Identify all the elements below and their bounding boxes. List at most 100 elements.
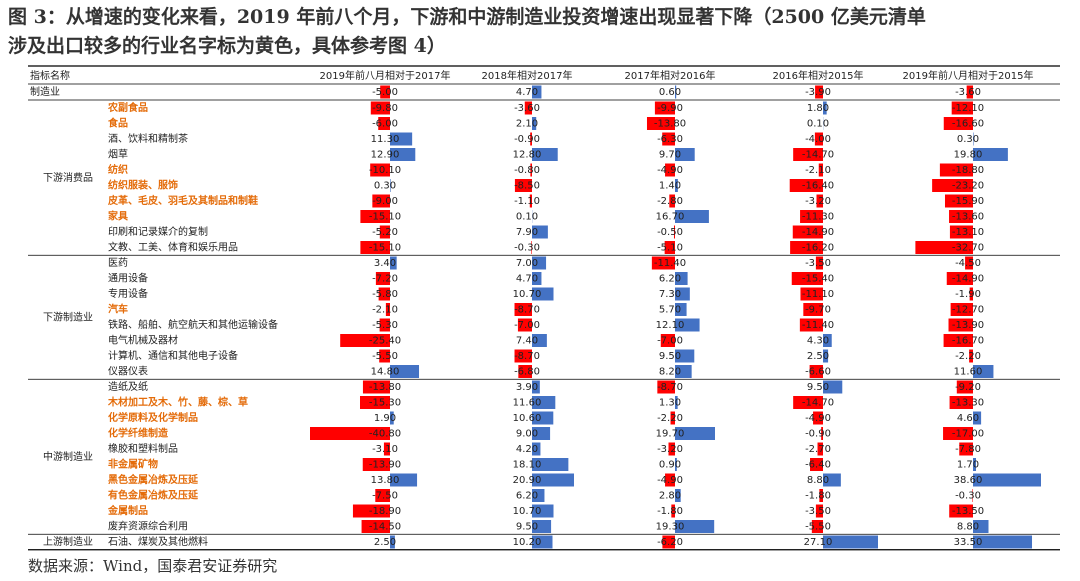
data-bar <box>668 442 675 456</box>
value-cell: -3.60 <box>955 87 981 98</box>
value-cell: 7.00 <box>516 258 538 269</box>
data-bar <box>823 334 832 347</box>
value-cell: 10.20 <box>513 537 542 548</box>
value-cell: -9.80 <box>372 103 398 114</box>
value-cell: -7.80 <box>955 444 981 455</box>
data-bar <box>390 535 395 549</box>
data-bar <box>390 132 413 146</box>
title-line: 涉及出口较多的行业名字标为黄色，具体参考图 4） <box>8 34 446 57</box>
value-cell: -0.30 <box>955 491 981 502</box>
data-bar <box>529 194 532 208</box>
value-cell: -4.50 <box>955 258 981 269</box>
value-cell: 9.70 <box>659 150 681 161</box>
data-bar <box>675 85 677 99</box>
value-cell: -5.80 <box>372 289 398 300</box>
value-cell: 4.70 <box>516 87 538 98</box>
row-name: 纺织服装、服饰 <box>108 179 178 192</box>
value-cell: 7.40 <box>516 336 538 347</box>
row-name: 金属制品 <box>107 504 148 517</box>
data-bar <box>665 473 675 487</box>
header-cell: 2019年前八月相对于2017年 <box>320 69 451 82</box>
header-cell: 2017年相对2016年 <box>625 69 716 82</box>
data-bar <box>803 303 823 316</box>
data-bar <box>966 85 973 99</box>
data-bar <box>651 256 675 270</box>
data-bar <box>362 380 390 394</box>
data-bar <box>352 504 390 518</box>
value-cell: -7.00 <box>657 336 683 347</box>
data-bar <box>943 117 973 130</box>
data-bar <box>973 458 976 471</box>
value-cell: -2.10 <box>372 305 398 316</box>
value-cell: 38.60 <box>954 475 983 486</box>
data-bar <box>375 272 390 285</box>
data-bar <box>532 272 542 285</box>
value-cell: 7.90 <box>516 227 538 238</box>
value-cell: 7.30 <box>659 289 681 300</box>
data-bar <box>823 535 878 549</box>
value-cell: -4.90 <box>805 413 831 424</box>
data-bar <box>814 132 823 146</box>
value-cell: -9.70 <box>805 305 831 316</box>
data-bar <box>792 225 823 239</box>
value-cell: 0.10 <box>516 212 538 223</box>
data-bar <box>380 85 390 99</box>
data-bar <box>823 349 829 363</box>
value-cell: -1.80 <box>657 506 683 517</box>
value-cell: -2.70 <box>805 444 831 455</box>
row-name: 电气机械及器材 <box>108 334 178 347</box>
value-cell: 1.70 <box>957 460 979 471</box>
value-cell: -17.00 <box>952 429 984 440</box>
value-cell: 1.30 <box>659 398 681 409</box>
value-cell: 0.10 <box>807 119 829 130</box>
data-bar <box>657 380 675 394</box>
value-cell: 11.60 <box>513 398 542 409</box>
value-cell: -3.20 <box>805 196 831 207</box>
data-bar <box>816 194 823 208</box>
row-name: 石油、煤炭及其他燃料 <box>108 535 208 548</box>
value-cell: 0.30 <box>957 134 979 145</box>
value-cell: -18.90 <box>369 506 401 517</box>
value-cell: 2.80 <box>659 491 681 502</box>
data-bar <box>675 179 678 192</box>
value-cell: 4.70 <box>516 274 538 285</box>
data-bar <box>383 442 390 456</box>
value-cell: 2.50 <box>374 537 396 548</box>
data-bar <box>532 256 547 270</box>
data-bar <box>675 458 677 471</box>
data-bar <box>675 396 678 409</box>
value-cell: -15.90 <box>952 196 984 207</box>
value-cell: 11.30 <box>371 134 400 145</box>
value-cell: 0.90 <box>659 460 681 471</box>
value-cell: -4.90 <box>657 165 683 176</box>
value-cell: -5.10 <box>657 243 683 254</box>
row-name: 化学原料及化学制品 <box>108 411 198 424</box>
data-bar <box>362 458 390 471</box>
data-bar <box>811 520 823 533</box>
data-bar <box>532 458 569 471</box>
data-bar <box>810 458 823 471</box>
data-bar <box>790 241 823 254</box>
value-cell: 4.30 <box>807 336 829 347</box>
value-cell: 10.70 <box>513 289 542 300</box>
data-bar <box>800 210 823 223</box>
value-cell: -6.20 <box>657 537 683 548</box>
data-bar <box>390 179 391 192</box>
value-cell: -1.90 <box>955 289 981 300</box>
value-cell: -5.20 <box>372 227 398 238</box>
value-cell: -16.40 <box>802 181 834 192</box>
row-name: 计算机、通信和其他电子设备 <box>108 349 238 362</box>
value-cell: -2.20 <box>657 413 683 424</box>
row-name: 非金属矿物 <box>108 458 158 471</box>
row-name: 专用设备 <box>108 287 148 300</box>
row-name: 汽车 <box>108 303 128 316</box>
value-cell: -3.10 <box>372 444 398 455</box>
value-cell: -4.90 <box>657 475 683 486</box>
value-cell: -40.80 <box>369 429 401 440</box>
data-bar <box>360 396 390 409</box>
data-bar <box>675 520 715 533</box>
row-name: 酒、饮料和精制茶 <box>108 132 188 145</box>
value-cell: -13.10 <box>952 227 984 238</box>
value-cell: -6.40 <box>805 460 831 471</box>
value-cell: 1.90 <box>374 413 396 424</box>
